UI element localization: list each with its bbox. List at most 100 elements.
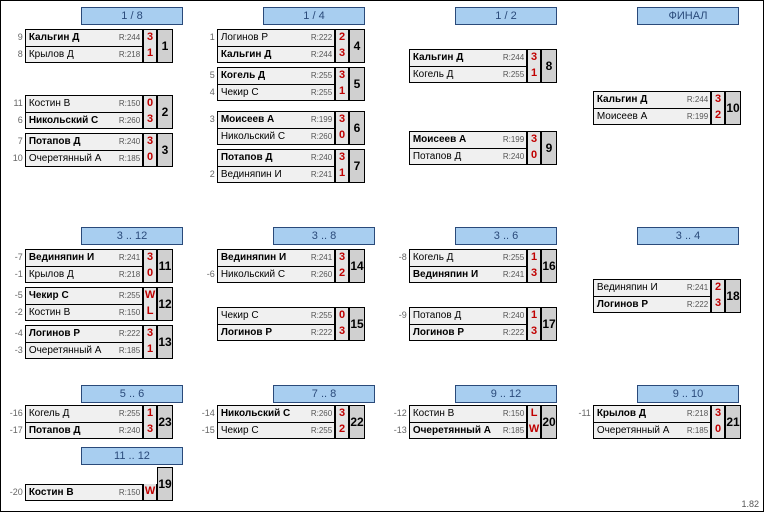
match-id: 23: [157, 405, 173, 439]
player-box: Костин ВR:150: [25, 304, 143, 321]
score: W: [143, 287, 157, 304]
match-row: Никольский СR:2600: [201, 128, 349, 145]
seed: [577, 91, 593, 108]
player-rating: R:260: [119, 113, 142, 128]
player-name: Вединяпин И: [218, 250, 311, 266]
seed: -17: [9, 422, 25, 439]
match-row: Вединяпин ИR:2412: [577, 279, 725, 296]
round-header: ФИНАЛ: [637, 7, 739, 25]
player-name: Чекир С: [218, 85, 311, 100]
match-row: 2Вединяпин ИR:2411: [201, 166, 349, 183]
match-row: -6Никольский СR:2602: [201, 266, 349, 283]
player-rating: R:255: [119, 288, 142, 304]
player-name: Потапов Д: [218, 150, 311, 166]
player-name: Вединяпин И: [594, 280, 687, 296]
player-name: Потапов Д: [26, 423, 119, 438]
player-name: Когель Д: [218, 68, 311, 84]
player-rating: R:244: [119, 30, 142, 46]
player-rating: R:150: [503, 406, 526, 422]
player-name: Костин В: [410, 406, 503, 422]
player-box: Когель ДR:255: [25, 405, 143, 422]
score: 3: [335, 46, 349, 63]
player-box: Когель ДR:255: [409, 66, 527, 83]
match-row: 4Чекир СR:2551: [201, 84, 349, 101]
match-row: Вединяпин ИR:2413: [201, 249, 349, 266]
match-row: Чекир СR:2550: [201, 307, 349, 324]
match-row: Когель ДR:2551: [393, 66, 541, 83]
match-14: Вединяпин ИR:2413-6Никольский СR:260214: [201, 249, 365, 283]
seed: [577, 422, 593, 439]
player-name: Вединяпин И: [410, 267, 503, 282]
seed: -15: [201, 422, 217, 439]
player-rating: R:199: [687, 109, 710, 124]
player-rating: R:241: [311, 167, 334, 182]
player-rating: R:260: [311, 129, 334, 144]
player-box: Моисеев АR:199: [409, 131, 527, 148]
seed: -14: [201, 405, 217, 422]
player-box: Костин ВR:150: [25, 95, 143, 112]
player-name: Очеретянный А: [26, 151, 119, 166]
seed: -13: [393, 422, 409, 439]
match-row: -16Когель ДR:2551: [9, 405, 157, 422]
match-id: 3: [157, 133, 173, 167]
player-box: Кальгин ДR:244: [409, 49, 527, 66]
player-rating: R:185: [119, 343, 142, 358]
player-rating: R:240: [119, 134, 142, 150]
seed: [577, 279, 593, 296]
match-row: Логинов РR:2223: [201, 324, 349, 341]
player-box: Логинов РR:222: [593, 296, 711, 313]
player-name: Костин В: [26, 305, 119, 320]
player-name: Потапов Д: [410, 149, 503, 164]
player-rating: R:218: [687, 406, 710, 422]
player-name: Крылов Д: [26, 47, 119, 62]
match-row: Очеретянный АR:1850: [577, 422, 725, 439]
match-22: -14Никольский СR:2603-15Чекир СR:255222: [201, 405, 365, 439]
match-row: -20Костин ВR:150W: [9, 484, 157, 501]
player-name: Вединяпин И: [218, 167, 311, 182]
match-id: 11: [157, 249, 173, 283]
seed: [201, 249, 217, 266]
seed: [393, 66, 409, 83]
score: 3: [143, 29, 157, 46]
match-17: -9Потапов ДR:2401Логинов РR:222317: [393, 307, 557, 341]
score: L: [143, 304, 157, 321]
player-name: Логинов Р: [594, 297, 687, 312]
match-4: 1Логинов РR:2222Кальгин ДR:24434: [201, 29, 365, 63]
match-id: 22: [349, 405, 365, 439]
match-id: 15: [349, 307, 365, 341]
match-row: [9, 467, 157, 484]
player-rating: R:222: [687, 297, 710, 312]
score: 0: [335, 307, 349, 324]
match-row: -8Когель ДR:2551: [393, 249, 541, 266]
player-name: Кальгин Д: [410, 50, 503, 66]
seed: [201, 149, 217, 166]
score: 1: [527, 66, 541, 83]
player-box: Очеретянный АR:185: [25, 150, 143, 167]
seed: -16: [9, 405, 25, 422]
player-box: Потапов ДR:240: [25, 422, 143, 439]
player-name: Логинов Р: [26, 326, 119, 342]
seed: -2: [9, 304, 25, 321]
player-name: Очеретянный А: [410, 423, 503, 438]
player-box: Костин ВR:150: [25, 484, 143, 501]
player-box: Потапов ДR:240: [25, 133, 143, 150]
match-id: 13: [157, 325, 173, 359]
seed: 8: [9, 46, 25, 63]
version-label: 1.82: [741, 499, 759, 509]
player-box: Крылов ДR:218: [593, 405, 711, 422]
match-row: -13Очеретянный АR:185W: [393, 422, 541, 439]
score: 3: [143, 249, 157, 266]
match-id: 20: [541, 405, 557, 439]
seed: [393, 266, 409, 283]
score: 3: [527, 324, 541, 341]
player-box: Когель ДR:255: [409, 249, 527, 266]
player-name: Моисеев А: [410, 132, 503, 148]
match-row: Потапов ДR:2400: [393, 148, 541, 165]
player-name: Когель Д: [410, 67, 503, 82]
match-9: Моисеев АR:1993Потапов ДR:24009: [393, 131, 557, 165]
player-rating: R:222: [311, 325, 334, 340]
match-id: 5: [349, 67, 365, 101]
player-box: Кальгин ДR:244: [25, 29, 143, 46]
score: W: [143, 484, 157, 501]
match-row: 9Кальгин ДR:2443: [9, 29, 157, 46]
